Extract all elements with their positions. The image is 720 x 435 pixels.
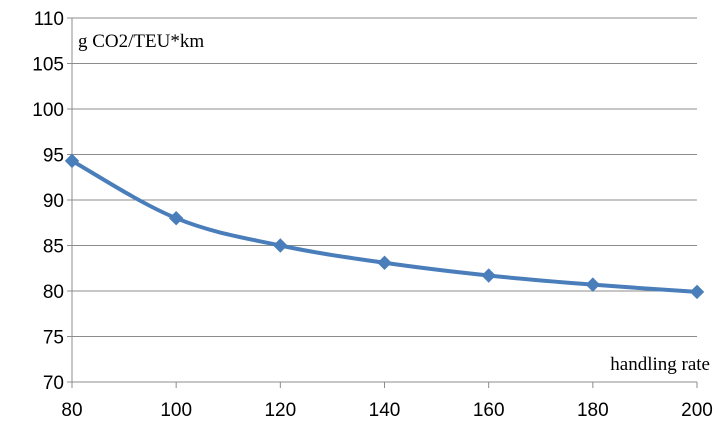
series-line: [70, 158, 699, 294]
x-tick-labels: 80 100 120 140 160 180 200: [61, 400, 712, 421]
data-point-marker: [481, 268, 496, 283]
data-point-marker: [64, 153, 80, 169]
data-point-marker: [689, 284, 705, 300]
gridlines: [72, 17, 697, 383]
data-point-marker: [273, 238, 288, 253]
y-tick-label: 100: [32, 100, 64, 121]
y-tick-label: 80: [43, 282, 64, 303]
y-tick-label: 90: [43, 191, 64, 212]
y-tick-label: 105: [32, 55, 64, 76]
x-tick-label: 160: [473, 400, 505, 421]
x-axis-title: handling rate: [610, 354, 710, 375]
x-tick-label: 80: [61, 400, 82, 421]
x-tick-label: 140: [369, 400, 401, 421]
y-tick-label: 75: [43, 328, 64, 349]
series-group: [64, 153, 705, 300]
data-point-marker: [585, 277, 601, 292]
x-tick-label: 200: [681, 400, 713, 421]
y-tick-label: 70: [43, 373, 64, 394]
axes: [67, 17, 698, 388]
x-tick-label: 180: [577, 400, 609, 421]
y-tick-label: 95: [43, 146, 64, 167]
y-axis-title: g CO2/TEU*km: [78, 31, 204, 52]
y-tick-label: 85: [43, 237, 64, 258]
y-tick-label: 110: [34, 9, 64, 30]
y-tick-labels: 70 75 80 85 90 95 100 105 110: [32, 9, 64, 394]
x-tick-label: 120: [264, 400, 296, 421]
x-tick-label: 100: [160, 400, 192, 421]
data-point-marker: [377, 255, 392, 270]
data-point-marker: [168, 210, 184, 226]
